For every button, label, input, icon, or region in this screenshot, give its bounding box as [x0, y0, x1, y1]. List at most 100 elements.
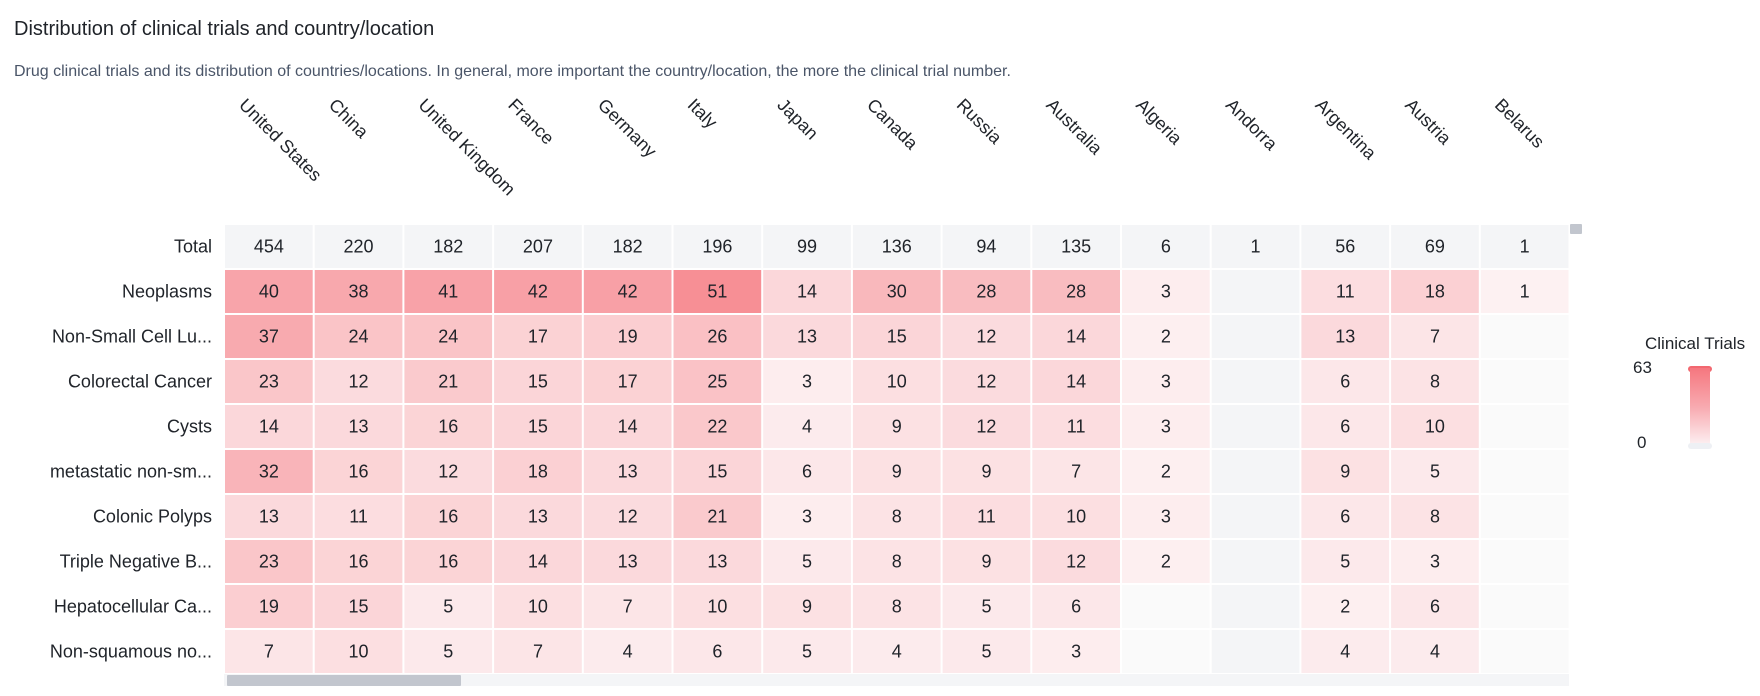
heatmap-cell[interactable] [1481, 450, 1569, 493]
cell-value: 40 [259, 282, 279, 302]
legend-title: Clinical Trials [1645, 334, 1745, 354]
cell-value: 11 [1336, 282, 1355, 302]
cell-value: 23 [259, 552, 279, 572]
cell-value: 22 [707, 417, 727, 437]
row-label-hepatocellular-ca: Hepatocellular Ca... [54, 597, 212, 617]
column-label-japan: Japan [773, 95, 822, 144]
cell-value: 4 [1340, 642, 1350, 662]
heatmap-cell[interactable] [1122, 630, 1210, 673]
cell-value: 2 [1161, 552, 1171, 572]
legend-color-bar [1690, 368, 1710, 446]
legend-min-label: 0 [1637, 433, 1646, 453]
horizontal-scrollbar-thumb[interactable] [227, 675, 461, 686]
row-label-non-squamous-no: Non-squamous no... [50, 642, 212, 662]
cell-value: 4 [802, 417, 812, 437]
cell-value: 8 [892, 597, 902, 617]
cell-value: 9 [802, 597, 812, 617]
cell-value: 21 [707, 507, 727, 527]
cell-value: 13 [618, 462, 638, 482]
cell-value: 10 [349, 642, 369, 662]
cell-value: 23 [259, 372, 279, 392]
cell-value: 5 [802, 642, 812, 662]
cell-value: 15 [528, 372, 548, 392]
row-label-colonic-polyps: Colonic Polyps [93, 507, 212, 527]
heatmap-cell[interactable] [1481, 360, 1569, 403]
heatmap-chart: United StatesChinaUnited KingdomFranceGe… [0, 0, 1760, 696]
vertical-scrollbar-thumb[interactable] [1570, 224, 1582, 234]
cell-value: 8 [892, 552, 902, 572]
cell-value: 12 [1066, 552, 1086, 572]
cell-value: 7 [1071, 462, 1081, 482]
cell-value: 196 [702, 237, 732, 257]
cell-value: 12 [976, 327, 996, 347]
cell-value: 99 [797, 237, 817, 257]
cell-value: 2 [1161, 462, 1171, 482]
cell-value: 5 [981, 597, 991, 617]
cell-value: 8 [892, 507, 902, 527]
heatmap-cell[interactable] [1212, 315, 1300, 358]
heatmap-cell[interactable] [1481, 630, 1569, 673]
cell-value: 1 [1251, 237, 1261, 257]
cell-value: 12 [349, 372, 369, 392]
heatmap-cell[interactable] [1212, 450, 1300, 493]
heatmap-cell[interactable] [1212, 495, 1300, 538]
cell-value: 11 [1067, 417, 1086, 437]
cell-value: 13 [1335, 327, 1355, 347]
cell-value: 17 [618, 372, 638, 392]
heatmap-cell[interactable] [1481, 315, 1569, 358]
cell-value: 5 [1340, 552, 1350, 572]
cell-value: 51 [707, 282, 727, 302]
heatmap-cell[interactable] [1122, 585, 1210, 628]
heatmap-cell[interactable] [1212, 585, 1300, 628]
cell-value: 454 [254, 237, 284, 257]
cell-value: 3 [1161, 507, 1171, 527]
cell-value: 56 [1335, 237, 1355, 257]
cell-value: 4 [892, 642, 902, 662]
cell-value: 4 [623, 642, 633, 662]
cell-value: 7 [623, 597, 633, 617]
cell-value: 6 [1071, 597, 1081, 617]
cell-value: 21 [438, 372, 458, 392]
heatmap-cell[interactable] [1212, 270, 1300, 313]
cell-value: 69 [1425, 237, 1445, 257]
cell-value: 2 [1161, 327, 1171, 347]
heatmap-cell[interactable] [1481, 585, 1569, 628]
column-label-china: China [325, 95, 373, 143]
heatmap-cell[interactable] [1481, 540, 1569, 583]
cell-value: 15 [887, 327, 907, 347]
heatmap-cell[interactable] [1212, 630, 1300, 673]
cell-value: 14 [528, 552, 548, 572]
row-label-cysts: Cysts [167, 417, 212, 437]
cell-value: 1 [1520, 282, 1530, 302]
cell-value: 12 [618, 507, 638, 527]
cell-value: 10 [707, 597, 727, 617]
column-label-russia: Russia [953, 95, 1007, 149]
cell-value: 16 [438, 552, 458, 572]
cell-value: 6 [802, 462, 812, 482]
heatmap-cell[interactable] [1212, 540, 1300, 583]
column-label-algeria: Algeria [1132, 95, 1186, 149]
cell-value: 24 [438, 327, 458, 347]
cell-value: 14 [1066, 327, 1086, 347]
heatmap-cell[interactable] [1212, 405, 1300, 448]
cell-value: 42 [528, 282, 548, 302]
column-label-andorra: Andorra [1222, 95, 1282, 155]
cell-value: 10 [887, 372, 907, 392]
cell-value: 6 [712, 642, 722, 662]
cell-value: 6 [1430, 597, 1440, 617]
heatmap-cell[interactable] [1212, 360, 1300, 403]
cell-value: 15 [349, 597, 369, 617]
heatmap-cell[interactable] [1481, 405, 1569, 448]
cell-value: 2 [1340, 597, 1350, 617]
column-label-australia: Australia [1042, 95, 1106, 159]
cell-value: 9 [981, 462, 991, 482]
cell-value: 8 [1430, 507, 1440, 527]
row-label-triple-negative-b: Triple Negative B... [60, 552, 212, 572]
heatmap-cell[interactable] [1481, 495, 1569, 538]
cell-value: 1 [1520, 237, 1530, 257]
cell-value: 25 [707, 372, 727, 392]
cell-value: 3 [1161, 282, 1171, 302]
cell-value: 13 [618, 552, 638, 572]
legend-min-handle[interactable] [1688, 443, 1712, 449]
row-label-neoplasms: Neoplasms [122, 282, 212, 302]
